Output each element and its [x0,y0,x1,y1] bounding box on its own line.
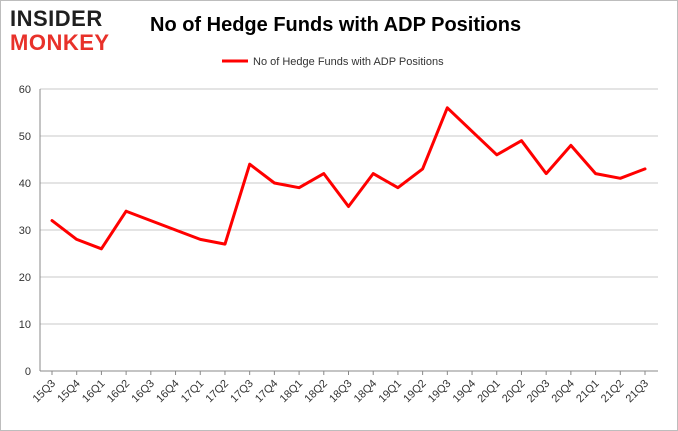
x-tick-label: 19Q3 [426,378,454,406]
x-tick-label: 21Q3 [624,378,652,406]
y-tick-label: 0 [25,366,31,378]
data-point-17Q3 [249,163,251,165]
x-tick-label: 17Q2 [204,378,232,406]
data-point-16Q4 [175,229,177,231]
data-point-19Q1 [397,187,399,189]
legend-label: No of Hedge Funds with ADP Positions [253,56,444,68]
y-tick-label: 40 [19,178,31,190]
data-point-18Q3 [348,206,349,207]
y-tick-label: 10 [19,319,31,331]
insider-monkey-logo: INSIDER MONKEY [10,8,128,54]
chart-title: No of Hedge Funds with ADP Positions [150,14,522,36]
logo-line-2: MONKEY [10,30,110,55]
data-point-21Q1 [595,173,597,175]
x-tick-label: 20Q4 [549,378,577,406]
x-tick-label: 16Q4 [154,378,182,406]
y-tick-label: 60 [19,84,31,96]
x-tick-label: 15Q4 [55,378,83,406]
x-tick-label: 18Q4 [352,378,380,406]
data-point-18Q1 [298,187,300,189]
data-point-21Q2 [619,177,621,179]
x-tick-label: 19Q2 [401,378,429,406]
x-tick-label: 18Q3 [327,378,355,406]
x-tick-label: 21Q2 [599,378,627,406]
x-tick-label: 19Q1 [377,378,405,406]
data-point-15Q3 [51,220,53,222]
x-tick-label: 18Q2 [302,378,330,406]
x-tick-label: 18Q1 [278,378,306,406]
data-point-20Q3 [545,173,547,175]
data-point-19Q4 [471,130,473,132]
x-tick-label: 20Q2 [500,378,528,406]
logo-line-1: INSIDER [10,6,103,31]
data-point-17Q2 [224,243,226,245]
data-point-20Q2 [520,140,522,142]
x-tick-label: 17Q4 [253,378,281,406]
data-point-17Q1 [199,238,201,240]
data-point-20Q4 [570,144,572,146]
data-point-16Q2 [125,210,127,212]
y-tick-label: 30 [19,225,31,237]
y-tick-label: 50 [19,131,31,143]
data-point-16Q1 [100,248,102,250]
x-tick-label: 16Q3 [129,378,157,406]
data-point-18Q4 [372,173,374,175]
data-point-18Q2 [323,173,325,175]
data-point-16Q3 [150,220,152,222]
y-tick-label: 20 [19,272,31,284]
x-tick-label: 17Q1 [179,378,207,406]
x-tick-label: 21Q1 [574,378,602,406]
x-tick-label: 20Q1 [475,378,503,406]
series-line [50,106,647,251]
data-point-17Q4 [273,182,275,184]
x-tick-label: 20Q3 [525,378,553,406]
x-tick-label: 16Q2 [105,378,133,406]
data-point-15Q4 [76,238,78,240]
x-tick-label: 16Q1 [80,378,108,406]
x-tick-label: 15Q3 [31,378,59,406]
x-tick-label: 17Q3 [228,378,256,406]
data-point-21Q3 [644,168,646,170]
x-tick-label: 19Q4 [451,378,479,406]
data-point-19Q2 [422,168,424,170]
data-point-20Q1 [496,154,498,156]
data-point-19Q3 [446,107,448,109]
